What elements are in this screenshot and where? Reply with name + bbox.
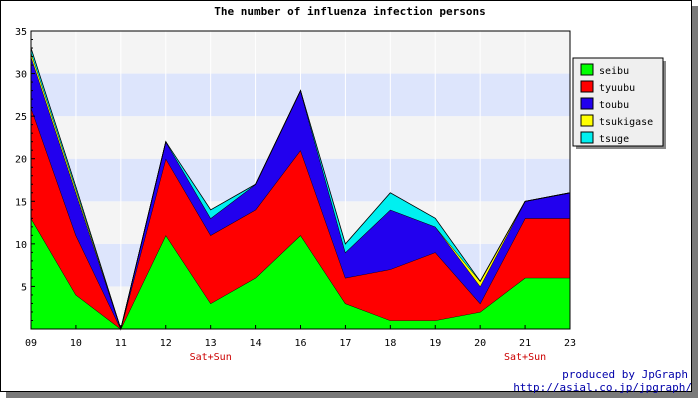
y-tick-label: 15 (15, 197, 27, 208)
x-tick-label: 19 (429, 338, 441, 349)
legend-label-tsukigase: tsukigase (599, 117, 653, 128)
x-tick-label: 13 (205, 338, 217, 349)
credit-line-1: produced by JpGraph (562, 368, 688, 381)
legend-label-tyuubu: tyuubu (599, 83, 635, 94)
x-tick-label: 17 (339, 338, 351, 349)
plot-area: 5 10 15 20 25 30 35 09 10 11 12 13 14 16 17 18 19 20 21 23 S… (15, 27, 576, 363)
y-tick-label: 5 (21, 282, 27, 293)
weekend-label: Sat+Sun (190, 352, 232, 363)
y-tick-label: 20 (15, 155, 27, 166)
legend-swatch-tyuubu (580, 80, 594, 93)
y-tick-label: 10 (15, 240, 27, 251)
y-tick-label: 30 (15, 70, 27, 81)
legend-label-toubu: toubu (599, 100, 629, 111)
area-tyuubu (31, 107, 570, 329)
legend-swatch-tsukigase (580, 114, 594, 127)
x-tick-label: 10 (70, 338, 82, 349)
x-tick-label: 23 (564, 338, 576, 349)
x-tick-label: 12 (160, 338, 172, 349)
y-tick-label: 25 (15, 112, 27, 123)
credit-line-2[interactable]: http://asial.co.jp/jpgraph/ (513, 381, 692, 394)
chart-title: The number of influenza infection person… (214, 5, 486, 18)
legend: seibu tyuubu toubu tsukigase tsuge (572, 57, 666, 149)
legend-swatch-tsuge (580, 131, 594, 144)
x-tick-label: 09 (25, 338, 37, 349)
x-tick-label: 16 (294, 338, 306, 349)
y-tick-label: 35 (15, 27, 27, 38)
area-seibu (31, 218, 570, 329)
x-tick-label: 18 (384, 338, 396, 349)
x-tick-label: 21 (519, 338, 531, 349)
legend-swatch-toubu (580, 97, 594, 110)
legend-label-seibu: seibu (599, 66, 629, 77)
legend-label-tsuge: tsuge (599, 134, 629, 145)
legend-swatch-seibu (580, 63, 594, 76)
x-tick-label: 14 (250, 338, 262, 349)
x-tick-label: 11 (115, 338, 127, 349)
weekend-label: Sat+Sun (504, 352, 546, 363)
x-tick-label: 20 (474, 338, 486, 349)
area-toubu (31, 56, 570, 329)
